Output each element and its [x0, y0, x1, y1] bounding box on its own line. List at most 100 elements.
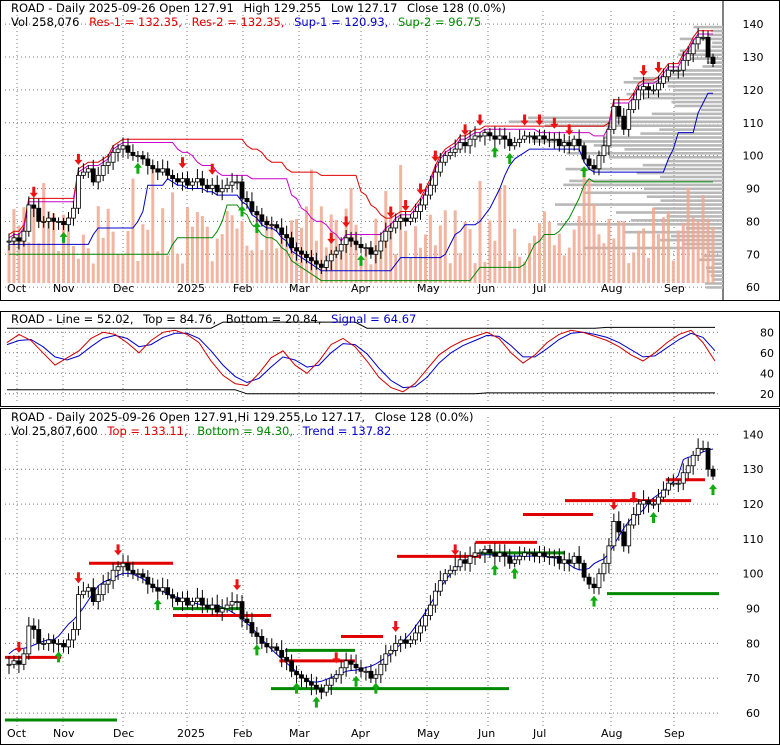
- trend-candle-body: [244, 618, 250, 623]
- price-chart-panel: ROAD - Daily 2025-09-26 Open 127.91 High…: [0, 0, 780, 301]
- volume-bar: [478, 181, 482, 283]
- price-candle-body: [259, 214, 265, 222]
- osc-line-label: ROAD - Line = 52.02,: [11, 312, 134, 326]
- trend-header-bottom: Bottom = 94.30,: [197, 424, 293, 438]
- price-candle-body: [447, 151, 453, 157]
- trend-candle-body: [517, 555, 523, 561]
- volume-profile-bar: [557, 223, 723, 226]
- header-sup1: Sup-1 = 120.93,: [294, 15, 389, 29]
- volume-bar: [523, 261, 527, 283]
- volume-bar: [354, 224, 358, 283]
- price-y-tick-label: 100: [743, 150, 764, 163]
- volume-profile-bar: [711, 45, 723, 49]
- price-candle-body: [170, 174, 176, 180]
- buy-signal-arrow: [490, 146, 499, 158]
- trend-candle-body: [616, 521, 622, 533]
- price-candle-body: [175, 178, 180, 183]
- trend-candle-body: [224, 604, 230, 609]
- price-candle-body: [472, 135, 478, 140]
- price-candle-body: [601, 145, 607, 157]
- trend-candle-body: [343, 660, 349, 669]
- trend-candle-body: [309, 681, 314, 686]
- trend-sell-arrow: [74, 572, 83, 584]
- price-candle-body: [135, 155, 141, 158]
- trend-candle-body: [398, 639, 404, 644]
- volume-bar: [448, 263, 452, 283]
- price-candle-body: [685, 53, 691, 61]
- volume-bar: [389, 214, 393, 283]
- trend-candle-body: [626, 524, 632, 547]
- price-candle-body: [556, 138, 562, 147]
- trend-candle-body: [328, 677, 334, 686]
- price-candle-body: [571, 138, 577, 147]
- trend-candle-body: [190, 601, 195, 606]
- trend-candle-body: [447, 569, 453, 575]
- trend-y-tick-label: 140: [743, 428, 764, 441]
- trend-candle-body: [700, 447, 706, 450]
- price-candle-body: [194, 178, 200, 183]
- trend-candle-body: [313, 684, 319, 690]
- trend-candle-body: [279, 649, 285, 658]
- trend-buy-arrow: [709, 484, 717, 496]
- volume-bar: [369, 264, 373, 283]
- price-candle-body: [21, 230, 27, 242]
- volume-profile-bar: [593, 144, 723, 147]
- volume-bar: [280, 235, 284, 283]
- volume-profile-bar: [646, 195, 723, 199]
- trend-candle-body: [581, 562, 587, 578]
- volume-profile-bar: [608, 155, 723, 159]
- volume-bar: [185, 207, 189, 283]
- trend-buy-arrow: [312, 696, 321, 708]
- volume-bar: [181, 263, 185, 283]
- volume-bar: [557, 233, 561, 283]
- price-candle-body: [542, 135, 547, 140]
- trend-candle-body: [482, 548, 488, 554]
- volume-bar: [141, 224, 145, 283]
- price-candle-body: [368, 247, 374, 255]
- trend-candle-body: [636, 503, 642, 515]
- trend-chart-header: ROAD - Daily 2025-09-26 Open 127.91,Hi 1…: [11, 410, 479, 438]
- price-candle-body: [61, 220, 66, 226]
- trend-candle-body: [26, 625, 32, 655]
- sell-signal-arrow: [401, 199, 410, 211]
- price-candle-body: [155, 168, 161, 173]
- volume-profile-bar: [643, 187, 723, 191]
- trend-sell-arrow: [233, 579, 242, 591]
- oscillator-main-line: [6, 329, 716, 393]
- price-candle-body: [244, 197, 250, 203]
- trend-candle-body: [6, 663, 12, 666]
- volume-bar: [136, 260, 140, 283]
- price-candle-body: [551, 138, 557, 141]
- trend-x-tick-label: Jul: [532, 727, 546, 740]
- price-candle-body: [105, 161, 111, 166]
- volume-bar: [661, 217, 665, 283]
- volume-bar: [131, 178, 135, 283]
- price-candle-body: [487, 132, 493, 137]
- trend-candle-body: [621, 531, 627, 547]
- trend-candle-body: [591, 583, 597, 589]
- trend-candle-body: [155, 587, 161, 592]
- volume-bar: [66, 216, 70, 283]
- trend-candle-body: [249, 622, 255, 634]
- price-candle-body: [31, 204, 37, 209]
- price-candle-body: [180, 178, 185, 183]
- volume-bar: [260, 250, 264, 283]
- trend-buy-arrow: [153, 599, 162, 611]
- price-candle-body: [353, 240, 359, 245]
- volume-bar: [285, 235, 289, 283]
- price-candle-body: [269, 224, 275, 227]
- header-res2: Res-2 = 132.35,: [191, 15, 285, 29]
- price-candle-body: [190, 181, 195, 186]
- price-candle-body: [477, 135, 483, 138]
- price-candle-body: [393, 220, 399, 229]
- oscillator-signal-line: [6, 331, 716, 389]
- trend-x-tick-label: Mar: [289, 727, 310, 740]
- trend-header-line1: ROAD - Daily 2025-09-26 Open 127.91,Hi 1…: [11, 410, 479, 424]
- volume-bar: [632, 252, 636, 283]
- trend-candle-body: [462, 559, 468, 564]
- price-candle-body: [249, 201, 255, 212]
- trend-candle-body: [299, 674, 304, 679]
- trend-candle-body: [105, 580, 111, 585]
- price-y-tick-label: 90: [746, 183, 760, 196]
- volume-profile-bar: [712, 41, 723, 45]
